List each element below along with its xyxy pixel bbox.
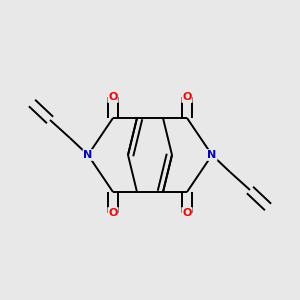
Text: O: O	[182, 208, 192, 218]
Text: N: N	[83, 150, 93, 160]
Text: O: O	[108, 92, 118, 102]
Text: O: O	[108, 208, 118, 218]
Text: O: O	[182, 92, 192, 102]
Text: N: N	[207, 150, 217, 160]
